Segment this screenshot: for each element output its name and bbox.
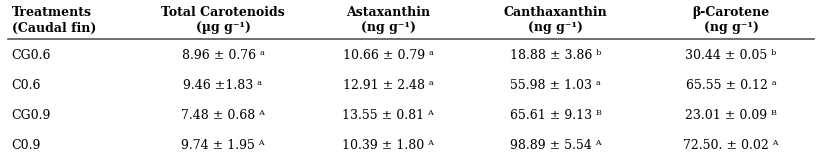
Text: 9.46 ±1.83 ᵃ: 9.46 ±1.83 ᵃ (183, 79, 263, 92)
Text: 23.01 ± 0.09 ᴮ: 23.01 ± 0.09 ᴮ (685, 109, 777, 122)
Text: Total Carotenoids
(µg g⁻¹): Total Carotenoids (µg g⁻¹) (161, 6, 285, 35)
Text: 18.88 ± 3.86 ᵇ: 18.88 ± 3.86 ᵇ (510, 49, 601, 62)
Text: 98.89 ± 5.54 ᴬ: 98.89 ± 5.54 ᴬ (510, 139, 601, 152)
Text: 9.74 ± 1.95 ᴬ: 9.74 ± 1.95 ᴬ (181, 139, 265, 152)
Text: Canthaxanthin
(ng g⁻¹): Canthaxanthin (ng g⁻¹) (504, 6, 607, 35)
Text: 65.55 ± 0.12 ᵃ: 65.55 ± 0.12 ᵃ (686, 79, 776, 92)
Text: 8.96 ± 0.76 ᵃ: 8.96 ± 0.76 ᵃ (182, 49, 264, 62)
Text: CG0.9: CG0.9 (12, 109, 51, 122)
Text: 13.55 ± 0.81 ᴬ: 13.55 ± 0.81 ᴬ (342, 109, 434, 122)
Text: C0.9: C0.9 (12, 139, 41, 152)
Text: Treatments
(Caudal fin): Treatments (Caudal fin) (12, 6, 96, 35)
Text: 30.44 ± 0.05 ᵇ: 30.44 ± 0.05 ᵇ (686, 49, 776, 62)
Text: CG0.6: CG0.6 (12, 49, 51, 62)
Text: 10.66 ± 0.79 ᵃ: 10.66 ± 0.79 ᵃ (343, 49, 434, 62)
Text: β-Carotene
(ng g⁻¹): β-Carotene (ng g⁻¹) (692, 6, 770, 35)
Text: 12.91 ± 2.48 ᵃ: 12.91 ± 2.48 ᵃ (343, 79, 434, 92)
Text: 72.50. ± 0.02 ᴬ: 72.50. ± 0.02 ᴬ (683, 139, 779, 152)
Text: 55.98 ± 1.03 ᵃ: 55.98 ± 1.03 ᵃ (510, 79, 601, 92)
Text: Astaxanthin
(ng g⁻¹): Astaxanthin (ng g⁻¹) (346, 6, 430, 35)
Text: 7.48 ± 0.68 ᴬ: 7.48 ± 0.68 ᴬ (181, 109, 265, 122)
Text: 65.61 ± 9.13 ᴮ: 65.61 ± 9.13 ᴮ (510, 109, 601, 122)
Text: C0.6: C0.6 (12, 79, 41, 92)
Text: 10.39 ± 1.80 ᴬ: 10.39 ± 1.80 ᴬ (342, 139, 434, 152)
